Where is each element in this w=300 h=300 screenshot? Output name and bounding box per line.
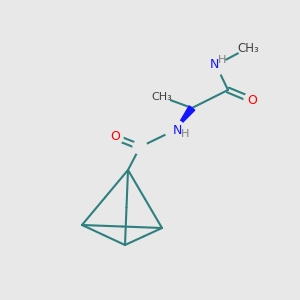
Text: N: N [172,124,182,136]
Circle shape [244,92,260,108]
Circle shape [107,129,123,145]
Text: H: H [218,55,226,65]
Text: CH₃: CH₃ [237,41,259,55]
Text: O: O [110,130,120,143]
Circle shape [154,89,170,105]
Circle shape [133,140,147,154]
Polygon shape [175,106,195,130]
Text: N: N [209,58,219,71]
Circle shape [165,120,185,140]
Text: O: O [247,94,257,106]
Text: CH₃: CH₃ [152,92,172,102]
Circle shape [206,55,226,75]
Text: H: H [181,129,189,139]
Circle shape [238,38,258,58]
